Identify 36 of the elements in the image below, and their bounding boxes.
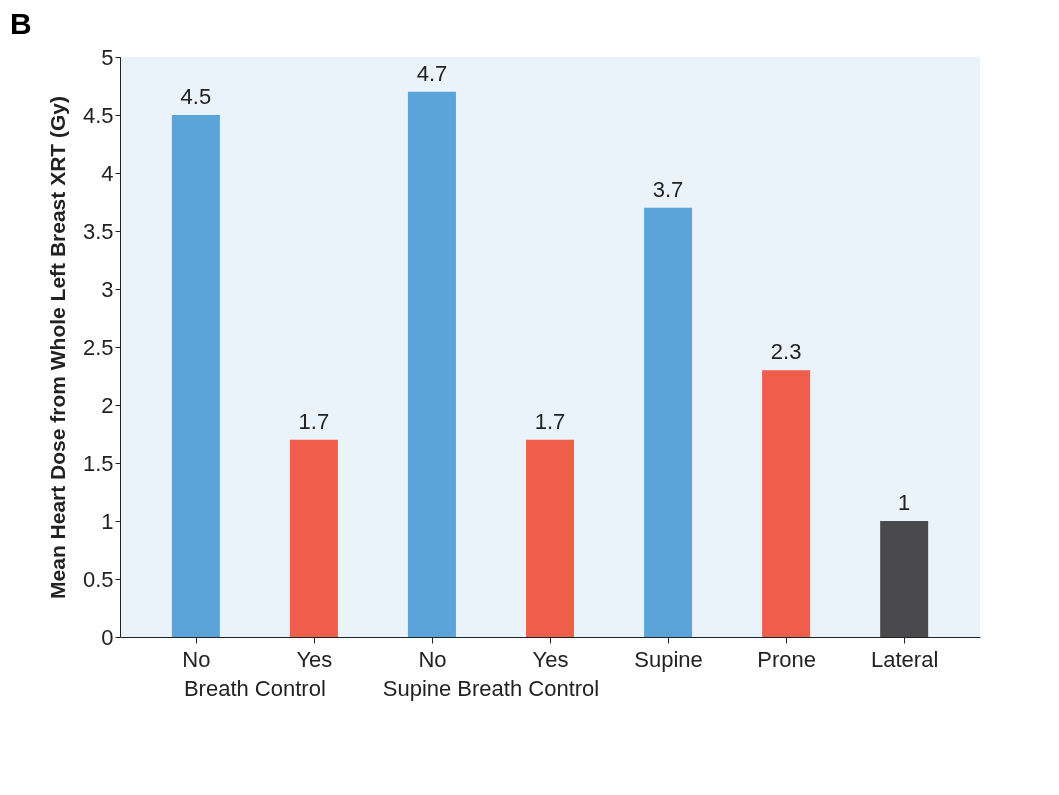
data-label: 3.7	[652, 176, 684, 202]
y-tick-label: 4.5	[82, 102, 114, 128]
y-tick-label: 0	[101, 624, 114, 650]
y-tick-label: 0.5	[82, 566, 114, 592]
bar	[289, 439, 338, 637]
y-tick-label: 3	[101, 276, 114, 302]
bar	[171, 115, 220, 637]
x-tick-label: No	[418, 646, 447, 672]
data-label: 1	[898, 490, 911, 515]
x-tick-label: Yes	[296, 646, 333, 672]
data-label: 4.5	[180, 84, 212, 109]
y-tick-label: 2	[101, 392, 114, 418]
y-tick-label: 1.5	[82, 450, 114, 476]
chart-title: B	[10, 7, 32, 40]
x-tick-label: Lateral	[871, 646, 939, 672]
y-tick-label: 2.5	[82, 334, 114, 360]
bar	[526, 439, 574, 637]
data-label: 2.3	[770, 339, 802, 365]
x-tick-label: Yes	[532, 646, 569, 672]
bar	[880, 521, 929, 637]
data-label: 4.7	[416, 60, 448, 86]
text: Breath Control	[183, 676, 326, 701]
x-tick-label: Supine	[634, 646, 703, 672]
bar	[644, 207, 693, 637]
y-tick-label: 1	[101, 508, 114, 534]
x-tick-label: Prone	[757, 646, 816, 672]
data-label: 1.7	[298, 408, 330, 434]
y-tick-label: 3.5	[82, 218, 114, 244]
bar	[407, 91, 456, 637]
y-tick-label: 5	[101, 44, 114, 70]
y-axis-title: Mean Heart Dose from Whole Left Breast XRT (Gy)	[45, 96, 69, 599]
bar	[762, 370, 811, 637]
text: Supine Breath Control	[382, 676, 600, 701]
data-label: 1.7	[534, 408, 566, 434]
y-tick-label: 4	[101, 160, 114, 186]
x-tick-label: No	[182, 646, 211, 672]
